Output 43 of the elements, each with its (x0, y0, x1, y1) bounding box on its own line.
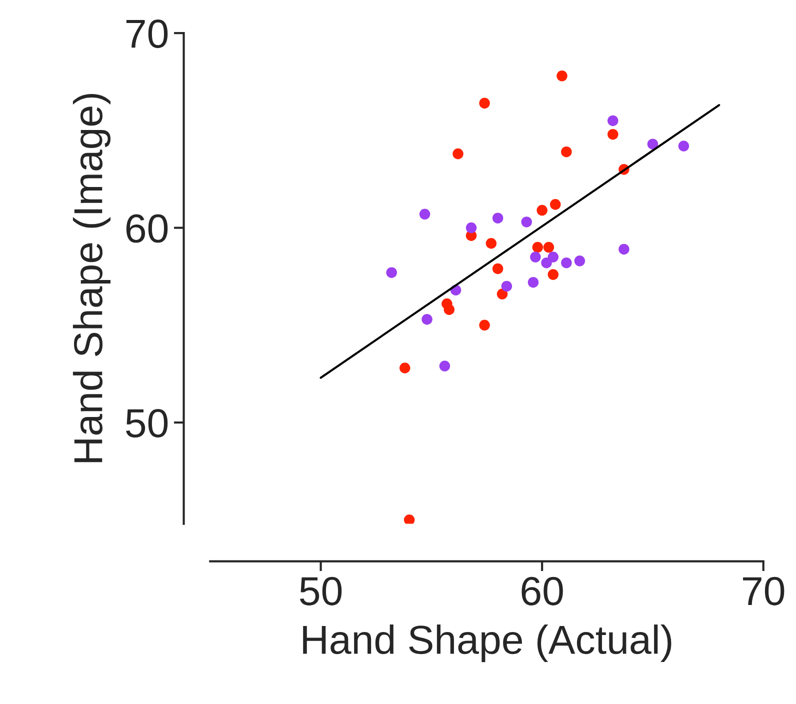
point (536, 204, 548, 216)
y-tick-label: 50 (126, 408, 168, 438)
y-axis-title: Hand Shape (Image) (72, 94, 110, 462)
point (550, 199, 561, 210)
point (479, 320, 490, 331)
point (608, 115, 618, 126)
point (466, 222, 477, 234)
point (492, 212, 504, 224)
point (548, 269, 559, 280)
point (422, 314, 432, 325)
point (574, 256, 586, 266)
point (528, 276, 539, 288)
point (386, 267, 397, 278)
point (496, 288, 508, 300)
point (647, 138, 658, 150)
x-tick-label: 70 (743, 576, 784, 606)
point (486, 238, 497, 249)
point (543, 242, 554, 253)
point (501, 280, 512, 292)
point (618, 244, 630, 255)
point (404, 514, 415, 524)
point (419, 208, 430, 220)
x-tick-label: 50 (300, 576, 342, 606)
point (541, 257, 552, 268)
point (400, 362, 410, 374)
y-tick-label: 70 (126, 20, 168, 48)
point (548, 252, 559, 262)
point (532, 242, 544, 253)
point (678, 140, 690, 152)
point (439, 360, 450, 372)
point (561, 257, 572, 268)
point (561, 146, 572, 158)
point (530, 252, 541, 262)
point (492, 263, 504, 274)
x-tick-label: 60 (522, 576, 563, 606)
point (556, 70, 568, 82)
point (521, 216, 532, 228)
y-tick-label: 60 (126, 214, 168, 243)
point (479, 98, 490, 109)
point (444, 304, 455, 315)
x-axis-title: Hand Shape (Actual) (303, 624, 672, 662)
point (608, 128, 618, 140)
point (452, 148, 464, 160)
